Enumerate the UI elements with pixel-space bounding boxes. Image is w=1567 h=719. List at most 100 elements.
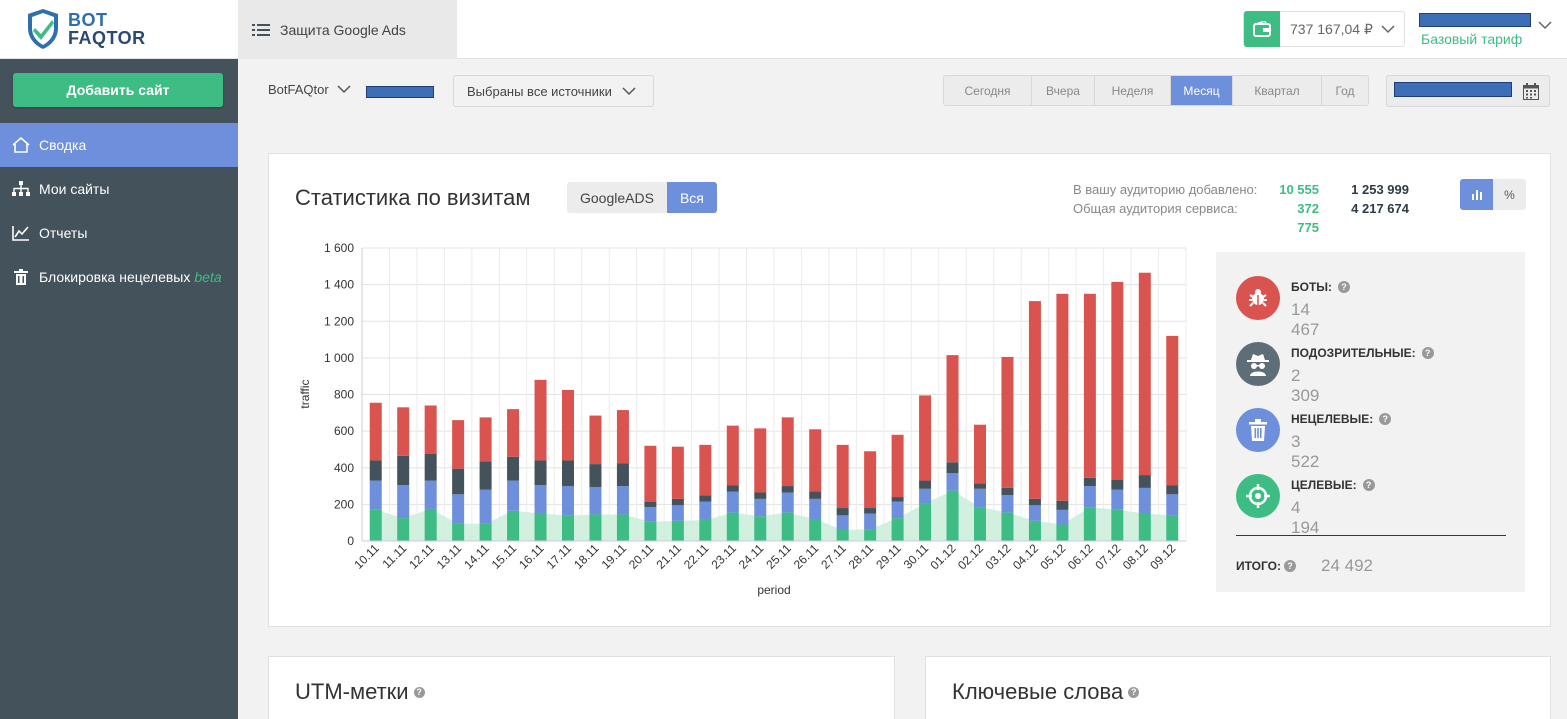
bar-segment [891, 434, 904, 498]
bar-segment [1056, 293, 1069, 501]
summary-bots-value: 14 467 [1291, 300, 1320, 339]
period-week-button[interactable]: Неделя [1095, 76, 1171, 105]
summary-suspicious-value: 2 309 [1291, 366, 1320, 405]
audience-added-label: В вашу аудиторию добавлено: [1073, 182, 1258, 197]
sidebar-item-blocking[interactable]: Блокировка нецелевых beta [0, 255, 238, 299]
help-icon[interactable]: ? [1379, 413, 1392, 425]
sidebar-item-label: Блокировка нецелевых [39, 269, 191, 285]
bar-segment [726, 425, 739, 486]
bar-segment [919, 488, 932, 504]
sidebar-item-summary[interactable]: Сводка [0, 123, 238, 167]
sidebar-item-reports[interactable]: Отчеты [0, 211, 238, 255]
bar-segment [644, 445, 657, 502]
trash-icon [12, 268, 30, 286]
bar-segment [1001, 487, 1014, 496]
card-title: Статистика по визитам [295, 185, 531, 210]
x-tick-label: 16.11 [516, 541, 547, 572]
spy-icon [1236, 342, 1280, 386]
summary-total-label: ИТОГО: [1236, 559, 1281, 573]
period-year-button[interactable]: Год [1322, 76, 1368, 105]
bar-segment [1001, 495, 1014, 513]
bar-segment [507, 480, 520, 511]
help-icon[interactable]: ? [1283, 560, 1296, 572]
account-chevron-down-icon[interactable] [1538, 21, 1552, 30]
bar-segment [809, 491, 822, 499]
bar-segment [424, 480, 437, 509]
audience-added-green: 10 555 [1279, 182, 1319, 197]
bar-segment [424, 454, 437, 481]
bar-segment [726, 491, 739, 513]
summary-non-target-label: НЕЦЕЛЕВЫЕ: [1291, 412, 1374, 426]
bar-segment [562, 460, 574, 487]
site-select[interactable]: BotFAQtor [268, 82, 351, 97]
calendar-icon [1523, 83, 1539, 100]
wallet-dropdown[interactable]: 737 167,04 ₽ [1243, 11, 1405, 47]
bar-segment [1111, 509, 1124, 541]
help-icon[interactable]: ? [1421, 347, 1434, 359]
bar-segment [1083, 507, 1096, 541]
period-selector: Сегодня Вчера Неделя Месяц Квартал Год [943, 75, 1369, 106]
x-tick-label: 02.12 [955, 541, 986, 572]
bar-segment [754, 516, 767, 541]
bar-segment [534, 460, 547, 486]
bar-segment [1056, 500, 1069, 510]
bar-segment [452, 523, 465, 541]
bar-segment [397, 518, 410, 541]
period-quarter-button[interactable]: Квартал [1233, 76, 1322, 105]
bar-chart-icon [1471, 190, 1482, 200]
bar-segment [534, 513, 547, 541]
bar-segment [1028, 520, 1041, 541]
period-today-button[interactable]: Сегодня [944, 76, 1032, 105]
bar-segment [1083, 477, 1096, 487]
bar-segment [836, 530, 849, 541]
wallet-icon [1244, 11, 1280, 47]
bar-segment [424, 508, 437, 541]
y-tick-label: 0 [347, 534, 354, 548]
tariff-link[interactable]: Базовый тариф [1421, 31, 1523, 47]
toggle-googleads[interactable]: GoogleADS [567, 182, 667, 213]
y-axis-label: traffic [298, 379, 312, 408]
bar-segment [452, 420, 465, 469]
bar-segment [452, 468, 465, 495]
bar-segment [919, 503, 932, 541]
source-toggle: GoogleADS Вся [567, 182, 717, 213]
bar-chart-view-button[interactable] [1460, 179, 1493, 210]
toggle-all[interactable]: Вся [666, 182, 717, 213]
bar-segment [479, 417, 492, 462]
x-tick-label: 05.12 [1037, 541, 1068, 572]
add-site-button[interactable]: Добавить сайт [13, 73, 223, 107]
bar-segment [507, 510, 520, 541]
beta-badge: beta [194, 269, 222, 285]
bar-segment [1166, 335, 1179, 486]
y-tick-label: 600 [334, 424, 354, 438]
bar-segment [1083, 486, 1096, 508]
date-range-picker[interactable] [1386, 75, 1550, 107]
bar-segment [809, 519, 822, 541]
help-icon[interactable]: ? [413, 686, 425, 698]
project-tab[interactable]: Защита Google Ads [238, 0, 457, 59]
period-month-button[interactable]: Месяц [1171, 76, 1233, 105]
shield-logo-icon [28, 9, 58, 49]
bar-segment [452, 494, 465, 524]
bar-segment [479, 461, 492, 490]
x-tick-label: 24.11 [736, 541, 767, 572]
percent-view-button[interactable]: % [1493, 179, 1526, 210]
bar-segment [836, 444, 849, 509]
logo[interactable]: BOT FAQTOR [26, 8, 146, 50]
sidebar-nav: Сводка Мои сайты Отчеты Блокировка нецел… [0, 123, 238, 299]
account-name-redacted[interactable] [1419, 13, 1531, 27]
bar-segment [534, 379, 547, 461]
audience-total-values: 1 253 999 4 217 674 [1329, 180, 1409, 218]
bar-segment [1138, 475, 1151, 488]
bar-segment [562, 515, 574, 541]
sources-select[interactable]: Выбраны все источники [453, 75, 654, 107]
help-icon[interactable]: ? [1338, 281, 1351, 293]
help-icon[interactable]: ? [1128, 686, 1140, 698]
bar-segment [781, 512, 794, 541]
bar-segment [1056, 524, 1069, 541]
help-icon[interactable]: ? [1362, 479, 1375, 491]
x-tick-label: 03.12 [982, 541, 1013, 572]
sidebar-item-my-sites[interactable]: Мои сайты [0, 167, 238, 211]
period-yesterday-button[interactable]: Вчера [1032, 76, 1095, 105]
site-select-label: BotFAQtor [268, 82, 329, 97]
